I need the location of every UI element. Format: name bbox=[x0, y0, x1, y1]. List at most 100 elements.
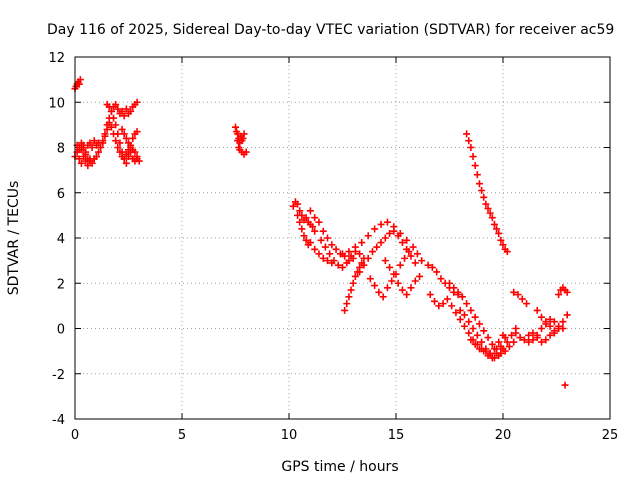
data-point bbox=[315, 250, 323, 258]
data-point bbox=[418, 257, 426, 265]
data-point bbox=[488, 354, 496, 362]
data-point bbox=[403, 236, 411, 244]
data-point bbox=[120, 130, 128, 138]
data-point bbox=[448, 302, 456, 310]
data-point bbox=[339, 263, 346, 271]
data-point bbox=[99, 137, 107, 145]
data-point bbox=[294, 211, 302, 219]
data-point bbox=[478, 186, 486, 194]
data-point bbox=[416, 272, 424, 280]
data-point bbox=[486, 209, 494, 217]
data-point bbox=[497, 343, 505, 351]
data-point bbox=[497, 236, 505, 244]
grid-lines bbox=[75, 57, 610, 419]
data-point bbox=[390, 227, 398, 235]
data-point bbox=[343, 300, 351, 308]
data-point bbox=[92, 153, 100, 161]
data-point bbox=[407, 252, 415, 260]
data-point bbox=[317, 236, 325, 244]
data-point bbox=[364, 254, 372, 262]
data-point bbox=[358, 239, 366, 247]
data-point bbox=[450, 284, 458, 292]
data-point bbox=[529, 329, 537, 337]
data-point bbox=[559, 318, 567, 326]
data-point bbox=[467, 306, 475, 314]
data-point bbox=[510, 288, 518, 296]
data-point bbox=[460, 322, 468, 330]
data-point bbox=[371, 282, 379, 290]
data-point bbox=[88, 159, 96, 167]
data-point bbox=[129, 134, 137, 142]
data-point bbox=[86, 155, 94, 163]
y-tick-label: 2 bbox=[57, 277, 65, 292]
axis-ticks: 0 5 10 15 20 25 -4 -2 0 2 4 6 8 10 12 bbox=[48, 51, 618, 443]
data-point bbox=[386, 229, 394, 237]
x-axis-label: GPS time / hours bbox=[281, 459, 398, 475]
data-point bbox=[311, 245, 319, 253]
data-point bbox=[120, 155, 128, 163]
data-point bbox=[319, 254, 327, 262]
data-point bbox=[542, 336, 550, 344]
data-point bbox=[330, 257, 338, 265]
data-point bbox=[289, 202, 297, 210]
data-point bbox=[347, 286, 355, 294]
data-point bbox=[116, 139, 124, 147]
data-point bbox=[542, 318, 550, 326]
y-tick-label: -2 bbox=[52, 368, 65, 383]
data-point bbox=[411, 259, 419, 267]
data-point bbox=[501, 334, 509, 342]
y-tick-label: 6 bbox=[57, 187, 65, 202]
data-point bbox=[550, 318, 558, 326]
data-point bbox=[75, 80, 83, 88]
data-point bbox=[398, 239, 406, 247]
data-point bbox=[518, 295, 526, 303]
data-point bbox=[107, 107, 115, 115]
data-point bbox=[118, 148, 126, 156]
data-point bbox=[240, 130, 248, 138]
data-point bbox=[480, 193, 488, 201]
data-point bbox=[469, 325, 477, 332]
data-point bbox=[82, 157, 90, 165]
data-point bbox=[555, 325, 563, 332]
data-point bbox=[439, 300, 447, 308]
data-point bbox=[383, 218, 391, 226]
data-point bbox=[326, 250, 334, 258]
data-point bbox=[386, 263, 394, 271]
data-point bbox=[114, 130, 122, 138]
data-point bbox=[345, 293, 353, 301]
data-point bbox=[381, 234, 389, 242]
data-point bbox=[356, 268, 364, 276]
data-point bbox=[88, 144, 96, 151]
data-point bbox=[351, 243, 359, 251]
data-point bbox=[411, 277, 419, 285]
data-points bbox=[71, 76, 571, 389]
data-point bbox=[306, 207, 314, 215]
data-point bbox=[319, 227, 327, 235]
data-point bbox=[471, 340, 479, 348]
data-point bbox=[465, 318, 473, 326]
data-point bbox=[413, 250, 421, 258]
data-point bbox=[394, 232, 402, 240]
data-point bbox=[443, 295, 451, 303]
data-point bbox=[525, 331, 533, 339]
plot-frame bbox=[74, 56, 611, 420]
data-point bbox=[127, 107, 135, 115]
x-tick-label: 20 bbox=[495, 428, 512, 443]
data-point bbox=[97, 144, 105, 151]
data-point bbox=[114, 144, 122, 151]
data-point bbox=[95, 139, 103, 147]
data-point bbox=[533, 306, 541, 314]
data-point bbox=[341, 306, 349, 314]
data-point bbox=[484, 334, 492, 342]
data-point bbox=[373, 243, 381, 251]
data-point bbox=[454, 288, 462, 296]
data-point bbox=[107, 123, 115, 131]
data-point bbox=[133, 153, 141, 161]
data-point bbox=[349, 279, 357, 287]
data-point bbox=[133, 98, 141, 106]
data-point bbox=[452, 309, 460, 317]
data-point bbox=[82, 148, 90, 156]
data-point bbox=[546, 331, 554, 339]
data-point bbox=[77, 159, 85, 167]
data-point bbox=[563, 288, 571, 296]
